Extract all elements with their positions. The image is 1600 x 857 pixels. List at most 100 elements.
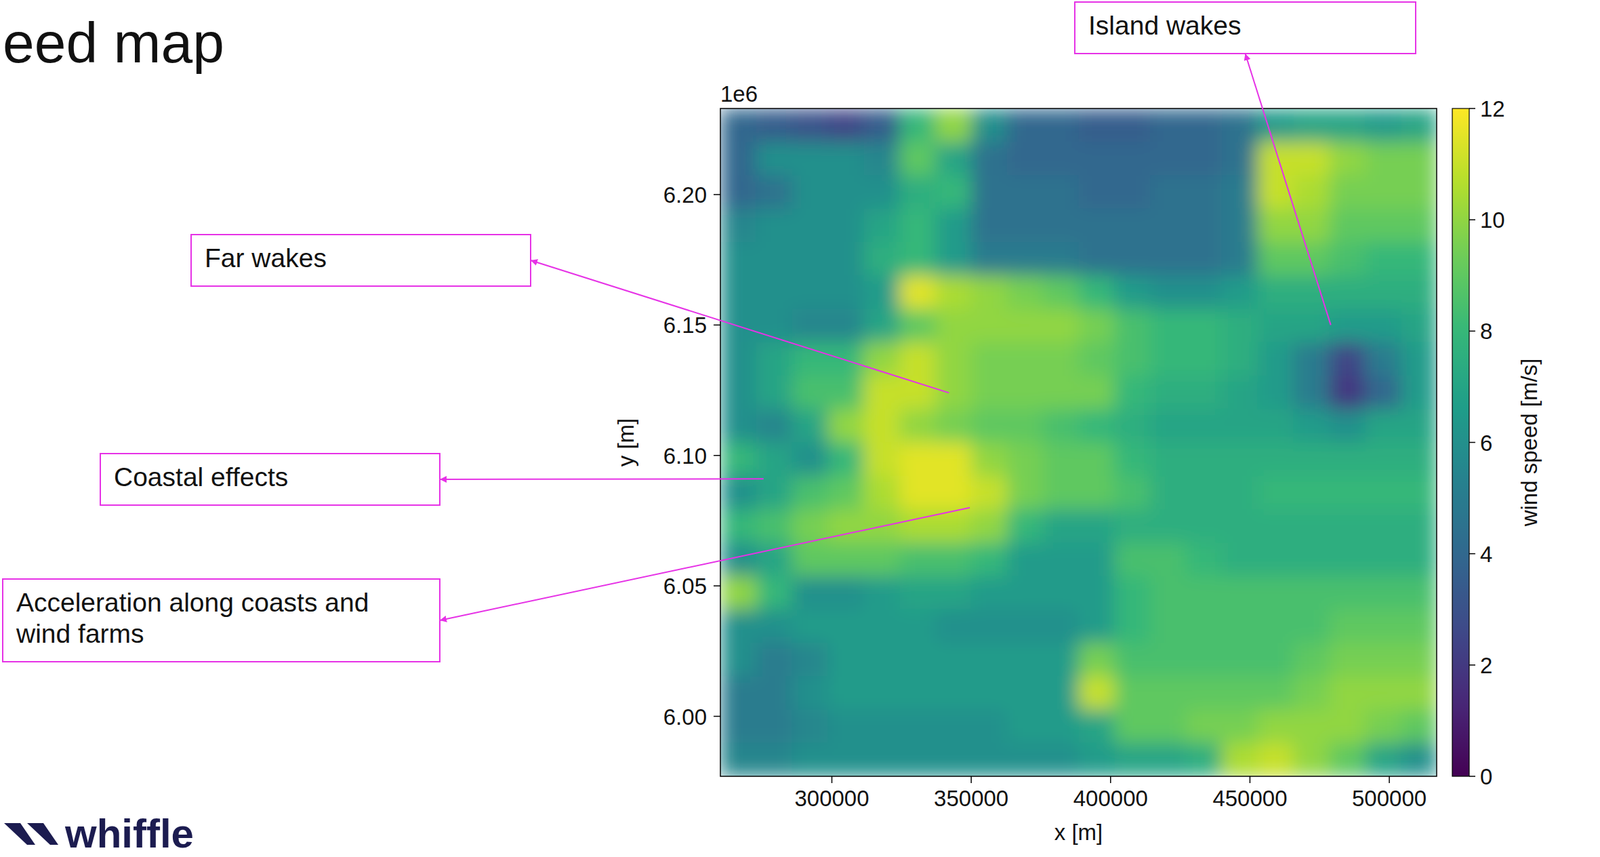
y-tick-label: 6.15	[663, 312, 707, 338]
heat-cell	[1293, 508, 1331, 543]
heat-cell	[756, 108, 793, 143]
heat-cell	[1042, 609, 1080, 644]
heat-cell	[1007, 275, 1044, 310]
heat-cell	[1007, 108, 1044, 143]
heat-cell	[1150, 475, 1187, 510]
heat-cell	[828, 675, 865, 710]
heat-cell	[1400, 475, 1437, 510]
heat-cell	[899, 175, 936, 210]
heat-cell	[792, 408, 829, 443]
heat-cell	[971, 275, 1008, 310]
annotation-box	[1074, 2, 1416, 54]
heat-cell	[1150, 408, 1187, 443]
heat-cell	[1364, 408, 1402, 443]
heat-cell	[1042, 542, 1080, 577]
heat-cell	[1007, 175, 1044, 210]
annotation: Island wakes	[1074, 2, 1416, 54]
heat-cell	[792, 475, 829, 510]
heat-cell	[1257, 742, 1295, 776]
heat-cell	[1042, 442, 1080, 477]
heat-cell	[1364, 375, 1402, 410]
heat-cell	[935, 442, 972, 477]
heat-cell	[863, 709, 900, 744]
plot-frame	[720, 108, 1437, 776]
heat-cell	[1257, 675, 1295, 710]
heat-cell	[863, 275, 900, 310]
heat-cell	[1400, 108, 1437, 143]
heat-cell	[828, 175, 865, 210]
heat-cell	[1185, 108, 1223, 143]
heat-cell	[1221, 108, 1259, 143]
heat-cell	[971, 642, 1008, 677]
heat-cell	[1364, 642, 1402, 677]
heat-cell	[792, 275, 829, 310]
heat-cell	[792, 442, 829, 477]
heat-cell	[1078, 475, 1116, 510]
heat-cell	[792, 141, 829, 176]
heat-cell	[1364, 275, 1402, 310]
heat-cell	[1078, 309, 1116, 343]
heat-cell	[1078, 375, 1116, 410]
heat-cell	[899, 508, 936, 543]
heat-cell	[1364, 309, 1402, 343]
logo-mark	[4, 822, 36, 845]
y-tick-label: 6.05	[663, 573, 707, 599]
heat-cell	[899, 108, 936, 143]
colorbar-tick-label: 12	[1480, 96, 1506, 122]
heat-cell	[1114, 275, 1151, 310]
heat-cell	[720, 642, 757, 677]
heat-cell	[1114, 408, 1151, 443]
heat-cell	[935, 475, 972, 510]
annotation-arrow	[530, 260, 949, 393]
heat-cell	[720, 742, 757, 776]
heat-cell	[899, 609, 936, 644]
heat-cell	[720, 442, 757, 477]
heat-cell	[1078, 241, 1116, 276]
heat-cell	[1221, 375, 1259, 410]
heat-cell	[1221, 342, 1259, 377]
cells	[720, 108, 1437, 776]
heat-cell	[1221, 141, 1259, 176]
heat-cell	[1114, 675, 1151, 710]
annotation: Coastal effects	[100, 453, 440, 505]
heat-cell	[1293, 542, 1331, 577]
heat-cell	[1114, 475, 1151, 510]
heat-cell	[1400, 675, 1437, 710]
heat-cell	[1042, 342, 1080, 377]
heat-cell	[828, 408, 865, 443]
heat-cell	[971, 742, 1008, 776]
heat-cell	[1257, 609, 1295, 644]
heat-cell	[1364, 609, 1402, 644]
x-tick-label: 350000	[933, 785, 1009, 811]
annotation-line: wind farms	[15, 618, 145, 648]
heat-cell	[971, 508, 1008, 543]
heat-cell	[1400, 609, 1437, 644]
annotation-arrow	[439, 477, 764, 480]
heat-cell	[971, 709, 1008, 744]
heat-cell	[1042, 241, 1080, 276]
heat-cell	[1114, 175, 1151, 210]
heat-cell	[1293, 675, 1331, 710]
heat-cell	[1185, 342, 1223, 377]
heat-cell	[899, 208, 936, 243]
heat-cell	[1042, 742, 1080, 776]
colorbar-tick	[1469, 218, 1476, 221]
heat-cell	[971, 609, 1008, 644]
colorbar-tick-label: 2	[1480, 652, 1493, 678]
heat-cell	[1400, 342, 1437, 377]
heat-cell	[899, 542, 936, 577]
heat-cell	[899, 709, 936, 744]
heat-cell	[899, 342, 936, 377]
heat-cell	[1328, 508, 1366, 543]
heat-cell	[828, 375, 865, 410]
heat-cell	[1221, 609, 1259, 644]
heat-cell	[1293, 642, 1331, 677]
heat-cell	[971, 576, 1008, 610]
heat-cell	[1400, 642, 1437, 677]
heat-cell	[1007, 742, 1044, 776]
heat-cell	[1185, 642, 1223, 677]
heat-cell	[1185, 408, 1223, 443]
heat-cell	[828, 709, 865, 744]
heat-cell	[1400, 175, 1437, 210]
logo-mark	[27, 822, 59, 845]
